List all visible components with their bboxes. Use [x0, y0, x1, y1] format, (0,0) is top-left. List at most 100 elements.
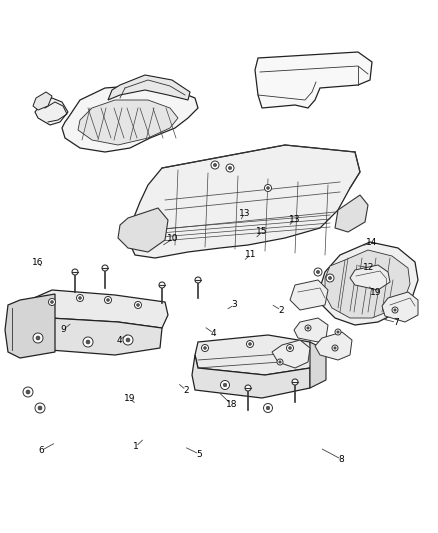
Circle shape [223, 383, 227, 387]
Text: 8: 8 [339, 455, 345, 464]
Text: 16: 16 [32, 258, 43, 266]
Polygon shape [62, 85, 198, 152]
Text: 19: 19 [370, 288, 381, 296]
Circle shape [249, 343, 251, 345]
Circle shape [220, 381, 230, 390]
Circle shape [106, 298, 110, 301]
Circle shape [126, 338, 130, 342]
Circle shape [86, 340, 90, 344]
Circle shape [226, 164, 234, 172]
Text: 3: 3 [231, 301, 237, 309]
Circle shape [36, 336, 40, 340]
Polygon shape [382, 292, 418, 322]
Circle shape [266, 406, 270, 410]
Circle shape [265, 184, 272, 191]
Polygon shape [335, 195, 368, 232]
Circle shape [326, 274, 334, 282]
Polygon shape [18, 318, 162, 355]
Circle shape [334, 347, 336, 349]
Circle shape [289, 346, 291, 350]
Circle shape [123, 335, 133, 345]
Circle shape [211, 161, 219, 169]
Polygon shape [315, 332, 352, 360]
Text: 19: 19 [124, 394, 135, 403]
Polygon shape [8, 305, 20, 350]
Text: 1: 1 [133, 442, 139, 451]
Text: 14: 14 [366, 238, 377, 247]
Polygon shape [108, 75, 190, 100]
Text: 18: 18 [226, 400, 237, 408]
Circle shape [279, 361, 281, 363]
Text: 11: 11 [245, 251, 256, 259]
Text: 5: 5 [196, 450, 202, 458]
Circle shape [245, 385, 251, 391]
Text: 6: 6 [39, 446, 45, 455]
Circle shape [26, 390, 30, 394]
Circle shape [78, 296, 81, 300]
Polygon shape [128, 145, 360, 258]
Circle shape [328, 277, 332, 280]
Circle shape [159, 282, 165, 288]
Circle shape [292, 379, 298, 385]
Circle shape [332, 345, 338, 351]
Text: 4: 4 [117, 336, 122, 344]
Text: 13: 13 [289, 215, 300, 224]
Circle shape [38, 406, 42, 410]
Polygon shape [294, 318, 328, 342]
Circle shape [102, 265, 108, 271]
Circle shape [204, 346, 206, 350]
Polygon shape [18, 290, 168, 328]
Text: 7: 7 [393, 318, 399, 327]
Circle shape [33, 333, 43, 343]
Polygon shape [195, 335, 312, 375]
Circle shape [105, 296, 112, 303]
Circle shape [35, 403, 45, 413]
Circle shape [213, 164, 217, 167]
Text: 13: 13 [239, 209, 250, 217]
Circle shape [77, 295, 84, 302]
Circle shape [51, 301, 53, 303]
Polygon shape [255, 52, 372, 108]
Circle shape [316, 270, 320, 273]
Circle shape [286, 344, 293, 351]
Circle shape [228, 166, 232, 169]
Circle shape [49, 298, 56, 305]
Polygon shape [272, 340, 310, 368]
Circle shape [23, 387, 33, 397]
Polygon shape [35, 98, 68, 125]
Polygon shape [33, 92, 52, 110]
Text: 2: 2 [279, 306, 284, 314]
Polygon shape [192, 355, 310, 398]
Circle shape [314, 268, 322, 276]
Circle shape [335, 329, 341, 335]
Circle shape [201, 344, 208, 351]
Text: 2: 2 [184, 386, 189, 394]
Polygon shape [320, 242, 418, 325]
Polygon shape [350, 265, 390, 290]
Circle shape [137, 304, 139, 306]
Circle shape [305, 325, 311, 331]
Text: 10: 10 [167, 235, 179, 243]
Text: 9: 9 [60, 325, 67, 334]
Circle shape [394, 309, 396, 311]
Text: 15: 15 [256, 228, 268, 236]
Circle shape [337, 331, 339, 333]
Polygon shape [5, 294, 55, 358]
Polygon shape [118, 208, 168, 252]
Circle shape [307, 327, 309, 329]
Text: 4: 4 [211, 329, 216, 337]
Circle shape [392, 307, 398, 313]
Polygon shape [325, 250, 410, 318]
Polygon shape [78, 100, 178, 145]
Circle shape [264, 403, 272, 413]
Circle shape [72, 269, 78, 275]
Circle shape [134, 302, 141, 309]
Circle shape [195, 277, 201, 283]
Circle shape [83, 337, 93, 347]
Circle shape [247, 341, 254, 348]
Circle shape [267, 187, 269, 189]
Text: 12: 12 [363, 263, 374, 272]
Circle shape [277, 359, 283, 365]
Polygon shape [310, 342, 326, 388]
Polygon shape [290, 280, 328, 310]
